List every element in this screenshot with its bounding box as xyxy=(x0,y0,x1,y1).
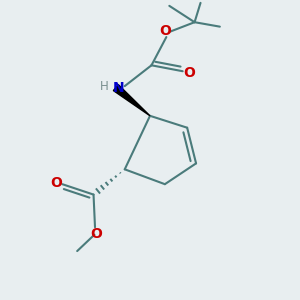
Text: H: H xyxy=(100,80,109,93)
Polygon shape xyxy=(113,85,150,116)
Text: O: O xyxy=(159,23,171,38)
Text: N: N xyxy=(113,81,124,94)
Text: O: O xyxy=(91,227,102,241)
Text: O: O xyxy=(183,66,195,80)
Text: O: O xyxy=(50,176,62,190)
